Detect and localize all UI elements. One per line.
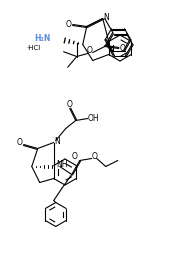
Text: H₂N: H₂N — [34, 34, 51, 43]
Text: OH: OH — [88, 114, 99, 123]
Text: N: N — [103, 13, 109, 22]
Text: NH: NH — [57, 160, 68, 169]
Text: N: N — [54, 137, 60, 146]
Text: O: O — [67, 100, 73, 109]
Text: O: O — [17, 138, 23, 147]
Text: O: O — [72, 152, 78, 161]
Text: O: O — [92, 152, 98, 161]
Text: O: O — [120, 44, 126, 53]
Text: O: O — [87, 46, 93, 55]
Text: ·HCl: ·HCl — [26, 46, 41, 51]
Text: O: O — [66, 20, 72, 29]
